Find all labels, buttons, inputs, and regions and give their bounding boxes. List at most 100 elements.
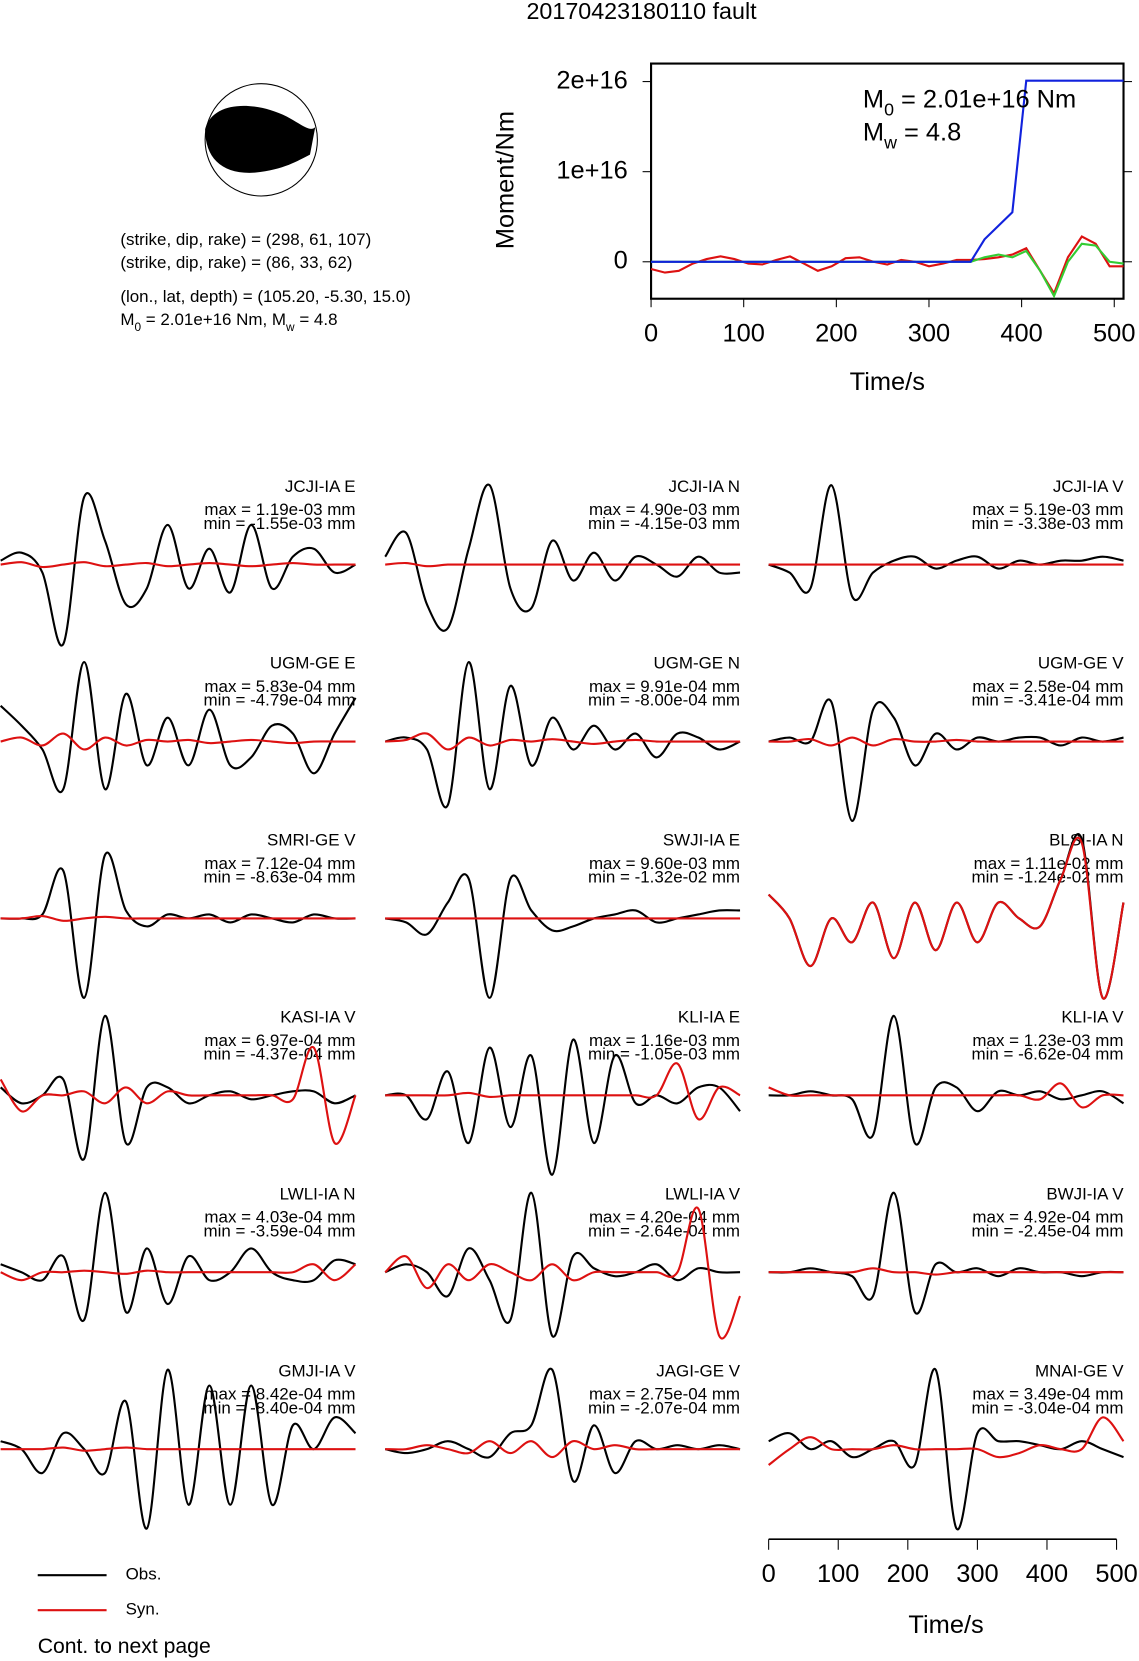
observed-trace — [384, 1367, 741, 1483]
min-label: min = -1.24e-02 mm — [971, 868, 1123, 887]
min-label: min = -1.32e-02 mm — [588, 868, 740, 887]
station-label: SWJI-IA E — [663, 831, 740, 850]
observed-trace — [384, 1191, 741, 1338]
text-part: M — [120, 310, 134, 329]
x-axis-label: Time/s — [850, 368, 925, 396]
x-axis-label: Time/s — [908, 1611, 983, 1639]
max-label: max = 9.91e-04 mm — [589, 677, 740, 696]
min-label: min = -3.59e-04 mm — [203, 1221, 355, 1240]
synthetic-trace — [0, 1446, 356, 1452]
station-label: KLI-IA E — [678, 1007, 740, 1026]
moment-line — [650, 235, 1124, 296]
station-label: KASI-IA V — [280, 1007, 356, 1026]
x-tick-label: 0 — [644, 319, 658, 347]
text-part: = 4.8 — [295, 310, 338, 329]
min-label: min = -1.55e-03 mm — [203, 514, 355, 533]
station-label: LWLI-IA V — [665, 1184, 741, 1203]
max-label: max = 4.03e-04 mm — [204, 1208, 355, 1227]
station-label: MNAI-GE V — [1035, 1361, 1124, 1380]
station-label: GMJI-IA V — [278, 1361, 356, 1380]
synthetic-trace — [768, 1416, 1125, 1466]
station-label: JCJI-IA V — [1053, 477, 1124, 496]
synthetic-trace — [768, 1082, 1124, 1109]
synthetic-trace — [0, 1263, 357, 1282]
max-label: max = 1.23e-03 mm — [972, 1031, 1123, 1050]
moment-line — [651, 242, 1124, 299]
synthetic-trace — [385, 732, 741, 751]
synthetic-trace — [0, 1046, 357, 1145]
observed-trace — [0, 492, 356, 647]
subscript: w — [285, 320, 295, 334]
subscript: w — [883, 132, 897, 152]
min-label: min = -3.38e-03 mm — [971, 514, 1123, 533]
beachball — [204, 83, 318, 197]
x-tick-label: 300 — [956, 1560, 998, 1588]
observed-trace — [768, 698, 1124, 823]
max-label: max = 6.97e-04 mm — [204, 1031, 355, 1050]
footer-note: Cont. to next page — [38, 1635, 211, 1658]
plot-frame — [650, 62, 1125, 300]
x-tick-label: 400 — [1000, 319, 1042, 347]
synthetic-trace — [385, 561, 741, 568]
focal-text: (strike, dip, rake) = (86, 33, 62) — [120, 253, 352, 272]
text-part: M — [863, 118, 884, 146]
min-label: min = -6.62e-04 mm — [971, 1045, 1123, 1064]
observed-trace — [384, 873, 741, 999]
station-label: UGM-GE N — [653, 654, 740, 673]
min-label: min = -8.00e-04 mm — [588, 691, 740, 710]
text-part: = 2.01e+16 Nm, M — [141, 310, 286, 329]
x-tick-label: 400 — [1026, 1560, 1068, 1588]
x-tick-label: 300 — [908, 319, 950, 347]
station-label: JAGI-GE V — [656, 1361, 740, 1380]
x-tick-label: 500 — [1095, 1560, 1137, 1588]
title: 20170423180110 fault — [526, 0, 757, 24]
min-label: min = -2.07e-04 mm — [588, 1398, 740, 1417]
station-label: UGM-GE E — [270, 654, 356, 673]
max-label: max = 5.83e-04 mm — [204, 677, 355, 696]
station-label: JCJI-IA N — [669, 477, 741, 496]
x-tick-label: 0 — [762, 1560, 776, 1588]
x-tick-label: 500 — [1093, 319, 1135, 347]
max-label: max = 1.19e-03 mm — [204, 500, 355, 519]
observed-trace — [385, 1038, 741, 1176]
max-label: max = 1.16e-03 mm — [589, 1031, 740, 1050]
focal-moment: M0 = 2.01e+16 Nm, Mw = 4.8 — [120, 310, 337, 334]
observed-trace — [768, 484, 1124, 601]
max-label: max = 8.42e-04 mm — [204, 1385, 355, 1404]
moment-line — [651, 79, 1124, 263]
x-tick-label: 100 — [723, 319, 765, 347]
station-label: JCJI-IA E — [285, 477, 356, 496]
synthetic-trace — [385, 1062, 741, 1121]
subscript: 0 — [884, 99, 894, 119]
station-label: SMRI-GE V — [267, 831, 356, 850]
annotation: Mw = 4.8 — [863, 118, 961, 152]
station-label: BWJI-IA V — [1046, 1184, 1124, 1203]
min-label: min = -2.45e-04 mm — [971, 1221, 1123, 1240]
x-tick-label: 200 — [887, 1560, 929, 1588]
observed-trace — [384, 661, 741, 809]
synthetic-trace — [0, 561, 356, 569]
max-label: max = 5.19e-03 mm — [972, 500, 1123, 519]
observed-trace — [0, 851, 356, 999]
subscript: 0 — [134, 320, 141, 334]
text-part: M — [863, 85, 884, 113]
max-label: max = 4.90e-03 mm — [589, 500, 740, 519]
min-label: min = -3.04e-04 mm — [971, 1398, 1123, 1417]
station-label: UGM-GE V — [1038, 654, 1124, 673]
station-label: LWLI-IA N — [280, 1184, 356, 1203]
min-label: min = -1.05e-03 mm — [588, 1045, 740, 1064]
focal-text: (strike, dip, rake) = (298, 61, 107) — [120, 230, 371, 249]
synthetic-trace — [0, 732, 356, 751]
observed-trace — [0, 1368, 357, 1530]
max-label: max = 2.58e-04 mm — [972, 677, 1123, 696]
text-part: = 2.01e+16 Nm — [894, 85, 1076, 113]
max-label: max = 2.75e-04 mm — [589, 1385, 740, 1404]
y-tick-label: 1e+16 — [556, 156, 627, 184]
y-axis-label: Moment/Nm — [492, 111, 520, 249]
observed-trace — [0, 1014, 356, 1161]
station-label: BLSI-IA N — [1049, 831, 1123, 850]
station-label: KLI-IA V — [1061, 1007, 1124, 1026]
observed-trace — [384, 483, 741, 632]
observed-trace — [0, 1191, 356, 1322]
